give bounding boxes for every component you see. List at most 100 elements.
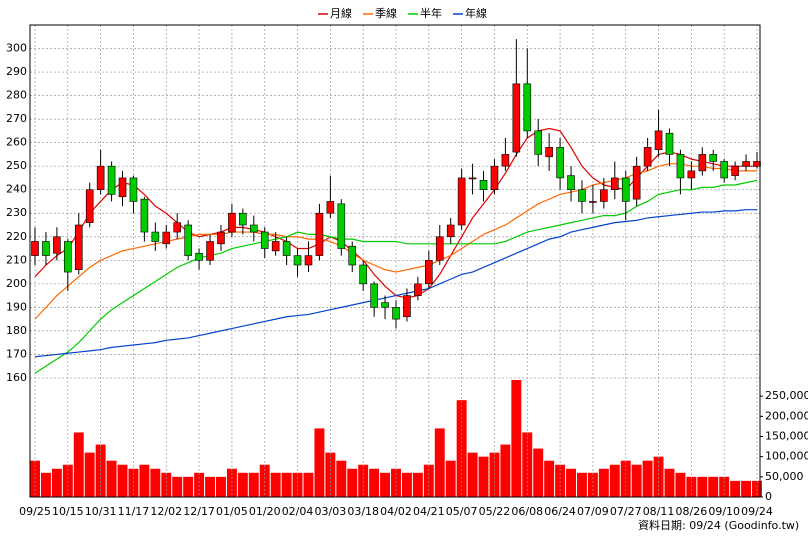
y-tick-label: 260 [6,136,27,149]
volume-bar [401,472,412,497]
candle-body [293,255,302,266]
ma-line [34,209,757,358]
candle-body [217,231,225,245]
volume-bar [587,472,598,497]
candle-body [249,224,258,233]
y-tick-label: 200 [6,277,27,290]
volume-bar [434,428,445,497]
x-tick-label: 10/31 [85,505,117,518]
candle-body [589,201,597,203]
volume-bar [161,472,172,497]
volume-bar [675,472,686,497]
y-tick-label: 290 [6,65,27,78]
volume-bar [347,468,358,497]
volume-bar [533,448,544,497]
volume-bar [467,452,478,497]
x-tick-label: 09/25 [19,505,51,518]
candle-body [42,241,50,256]
x-tick-label: 07/27 [610,505,642,518]
candle-body [753,161,761,167]
volume-bar [259,464,270,497]
candle-body [348,245,357,266]
volume-bar [216,476,226,497]
candle-body [435,236,444,261]
candle-body [534,130,543,155]
legend-label: 半年 [420,6,442,20]
volume-bar [314,428,325,497]
candle-body [709,154,718,162]
legend-label: 年線 [465,6,487,20]
candle-body [479,179,488,191]
candle-body [271,241,280,252]
volume-bar [642,460,653,497]
candle-body [720,161,728,179]
candle-body [621,177,630,202]
candle-body [184,224,192,256]
candle-body [610,177,619,191]
candle-body [206,241,214,261]
volume-tick-label: 100,000 [765,450,808,463]
volume-bar [369,468,380,497]
volume-bar [73,432,84,497]
candle-body [96,165,105,191]
x-tick-label: 03/03 [315,505,347,518]
volume-bar [609,464,620,497]
legend-label: 季線 [375,6,397,20]
volume-bar [730,480,741,497]
candle-body [643,147,652,167]
candle-body [556,147,564,179]
candle-body [665,132,674,155]
candle-body [523,83,532,132]
volume-bar [544,460,555,497]
volume-bar [478,456,489,497]
y-tick-label: 220 [6,230,27,243]
x-tick-label: 06/24 [544,505,576,518]
x-tick-label: 11/17 [118,505,150,518]
candle-body [31,241,39,256]
candle-body [403,295,411,318]
candle-body [151,231,160,242]
volume-bar [697,476,708,497]
volume-bar [752,480,762,497]
x-tick-label: 01/20 [249,505,281,518]
volume-bar [555,464,566,497]
volume-bar [194,472,205,497]
volume-bar [62,464,73,497]
volume-bar [380,472,391,497]
candle-body [567,175,575,191]
y-tick-label: 210 [6,253,27,266]
candle-body [381,302,389,308]
candle-body [140,198,149,233]
x-tick-label: 01/05 [216,505,248,518]
candle-body [490,165,499,191]
y-tick-label: 190 [6,300,27,313]
candle-body [315,212,324,256]
plot-frame [29,24,761,498]
volume-tick-label: 150,000 [765,429,808,442]
candle-body [260,231,269,249]
volume-bar [84,452,95,497]
candle-body [578,189,586,202]
x-tick-label: 09/10 [708,505,740,518]
candle-body [359,264,367,285]
volume-bar [303,472,314,497]
candle-body [370,283,378,308]
x-tick-label: 12/02 [150,505,182,518]
candle-body [337,203,346,249]
candle-body [326,201,335,214]
candle-body [468,177,477,180]
candle-body [446,224,455,238]
x-tick-label: 04/02 [380,505,412,518]
y-tick-label: 180 [6,324,27,337]
y-tick-label: 270 [6,112,27,125]
candle-body [414,283,422,296]
volume-bar [248,472,259,497]
candle-body [654,130,663,151]
volume-bar [631,464,642,497]
candle-body [457,177,466,226]
candle-body [107,165,116,195]
volume-bar [106,460,117,497]
volume-bar [511,380,522,497]
y-tick-label: 280 [6,89,27,102]
